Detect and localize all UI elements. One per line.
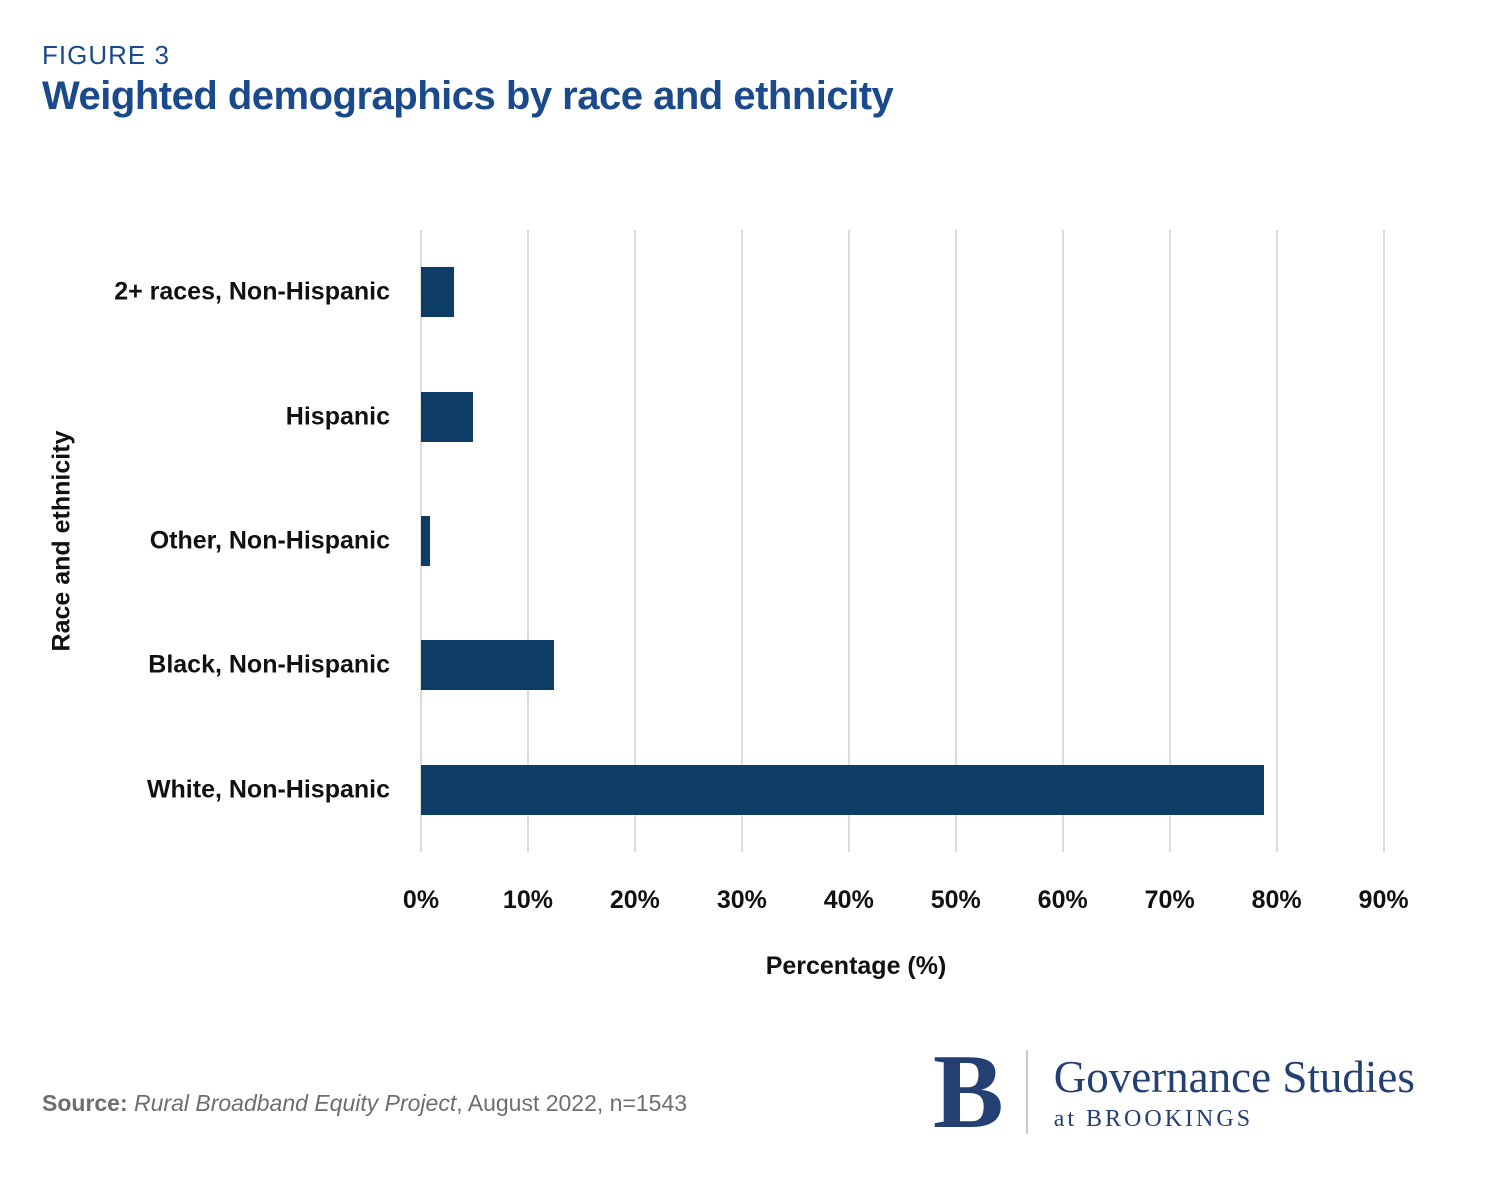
- source-note: Source: Rural Broadband Equity Project, …: [42, 1090, 687, 1117]
- bar: [421, 267, 455, 318]
- chart-title: Weighted demographics by race and ethnic…: [42, 74, 894, 118]
- x-tick-labels-row: 0% 10% 20% 30% 40% 50% 60% 70% 80% 90%: [403, 886, 1421, 920]
- gridline: [954, 230, 957, 852]
- bar: [421, 640, 554, 691]
- gridline: [1382, 230, 1385, 852]
- logo-at-brookings: at BROOKINGS: [1053, 1106, 1254, 1132]
- category-label: Hispanic: [285, 402, 390, 431]
- gridline: [1061, 230, 1064, 852]
- source-suffix: , August 2022, n=1543: [456, 1090, 688, 1116]
- gridline: [633, 230, 636, 852]
- brookings-logo: B Governance Studies at BROOKINGS: [933, 1033, 1415, 1150]
- logo-text-block: Governance Studies at BROOKINGS: [1054, 1046, 1415, 1133]
- source-prefix: Source:: [42, 1090, 128, 1116]
- gridline: [526, 230, 529, 852]
- x-axis-title-wrap: Percentage (%): [421, 952, 1291, 981]
- x-tick-label: 90%: [1358, 886, 1409, 914]
- gridline: [740, 230, 743, 852]
- category-label: Black, Non-Hispanic: [148, 650, 390, 679]
- category-label: White, Non-Hispanic: [146, 775, 390, 804]
- x-tick-label: 20%: [609, 886, 660, 914]
- x-tick-label: 80%: [1251, 886, 1302, 914]
- logo-governance-studies: Governance Studies: [1053, 1052, 1415, 1102]
- gridline: [1275, 230, 1278, 852]
- x-tick-label: 40%: [823, 886, 874, 914]
- x-tick-label: 50%: [930, 886, 981, 914]
- logo-divider: [1025, 1050, 1028, 1134]
- brookings-b-monogram: B: [933, 1033, 1004, 1150]
- x-tick-label: 30%: [716, 886, 767, 914]
- gridline: [847, 230, 850, 852]
- source-project-name: Rural Broadband Equity Project: [134, 1090, 457, 1116]
- gridline: [1168, 230, 1171, 852]
- plot-area: [420, 230, 1421, 852]
- bar: [421, 764, 1264, 815]
- bar: [421, 391, 474, 442]
- x-axis-title: Percentage (%): [765, 952, 947, 980]
- category-labels-column: 2+ races, Non-Hispanic Hispanic Other, Non…: [40, 230, 390, 852]
- x-tick-label: 0%: [402, 886, 440, 914]
- x-tick-label: 10%: [502, 886, 553, 914]
- x-tick-label: 70%: [1144, 886, 1195, 914]
- bar: [421, 516, 430, 566]
- figure-label: FIGURE 3: [42, 40, 170, 70]
- category-label: 2+ races, Non-Hispanic: [114, 277, 390, 306]
- x-tick-label: 60%: [1037, 886, 1088, 914]
- category-label: Other, Non-Hispanic: [149, 526, 390, 555]
